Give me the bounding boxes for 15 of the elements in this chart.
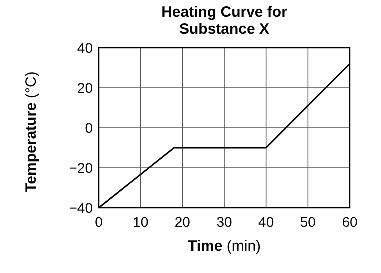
x-axis-title: Time (min) (188, 238, 262, 255)
x-tick-label: 20 (174, 214, 191, 230)
y-tick-label: −40 (69, 200, 94, 216)
chart-title: Heating Curve for Substance X (162, 4, 288, 38)
x-tick-label: 0 (95, 214, 104, 230)
x-tick-label: 60 (342, 214, 358, 230)
x-tick-label: 40 (258, 214, 274, 230)
x-tick-label: 30 (216, 214, 232, 230)
y-tick-label: 40 (77, 40, 94, 56)
y-tick-label: 0 (85, 120, 94, 136)
x-tick-label: 50 (300, 214, 316, 230)
x-tick-label: 10 (133, 214, 149, 230)
y-axis-title: Temperature (°C) (23, 72, 40, 192)
y-tick-label: −20 (69, 160, 94, 176)
y-tick-label: 20 (77, 80, 94, 96)
